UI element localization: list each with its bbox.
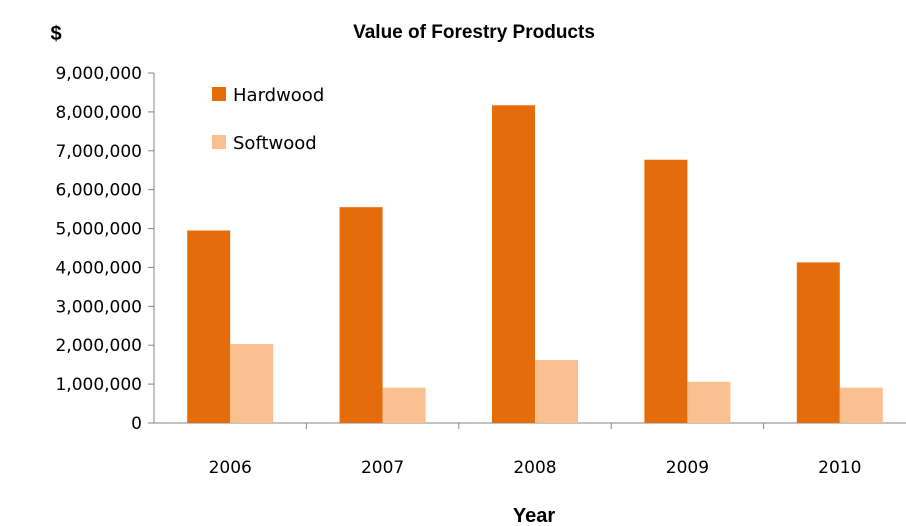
x-tick-label: 2008 [513,458,556,478]
bar-hardwood-2009 [644,159,688,423]
y-tick-label: 2,000,000 [55,336,142,356]
y-tick-label: 6,000,000 [55,181,142,201]
legend-swatch-softwood [212,135,226,149]
bar-hardwood-2007 [339,207,383,423]
legend: Hardwood Softwood [212,85,324,154]
bar-hardwood-2010 [796,262,840,423]
bar-softwood-2006 [230,344,274,423]
bar-softwood-2009 [687,381,731,423]
plot-area: 0 1,000,000 2,000,000 3,000,000 4,000,000 5,0… [55,64,906,478]
y-tick-label: 8,000,000 [55,103,142,123]
legend-swatch-hardwood [212,87,226,101]
bar-hardwood-2006 [187,230,231,423]
bar-hardwood-2008 [492,105,535,424]
chart-title: Value of Forestry Products [353,22,595,43]
x-axis-label: Year [513,505,555,526]
y-tick-label: 0 [131,414,142,434]
y-tick-label: 3,000,000 [55,297,142,317]
legend-label-hardwood: Hardwood [233,85,324,106]
y-axis-label: $ [50,23,61,45]
x-tick-label: 2006 [209,458,252,478]
x-tick-label: 2010 [818,458,861,478]
bar-softwood-2008 [535,360,578,423]
y-tick-label: 4,000,000 [55,258,142,278]
y-tick-label: 5,000,000 [55,220,142,240]
bar-softwood-2007 [382,387,426,423]
y-tick-label: 7,000,000 [55,142,142,162]
y-tick-label: 9,000,000 [55,64,142,84]
legend-label-softwood: Softwood [233,133,317,154]
y-tick-label: 1,000,000 [55,375,142,395]
bar-softwood-2010 [839,387,883,423]
x-tick-label: 2007 [361,458,404,478]
x-tick-label: 2009 [666,458,709,478]
